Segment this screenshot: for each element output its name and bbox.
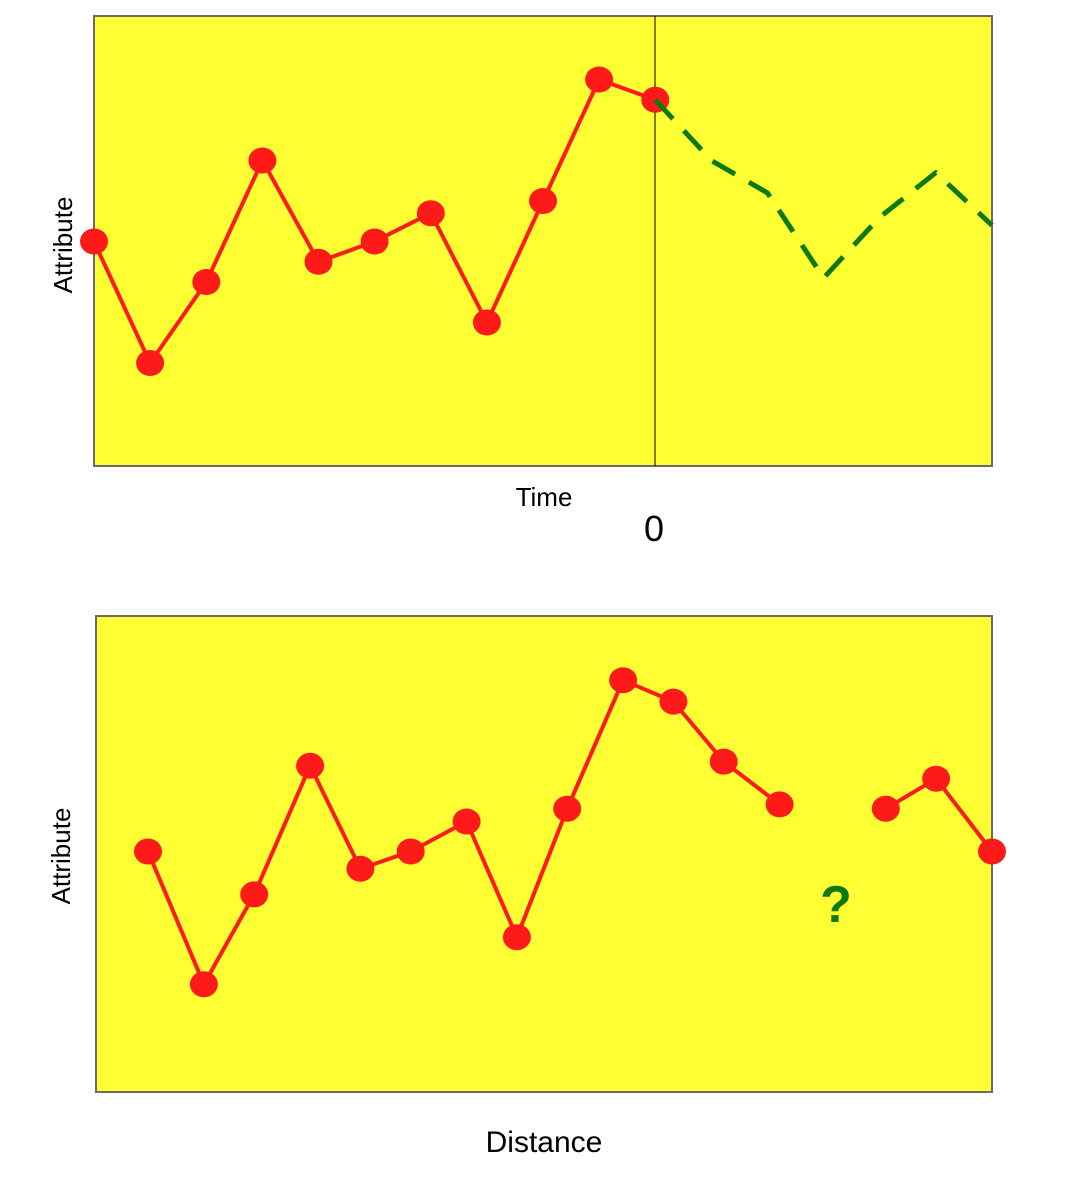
series-layer: ? (134, 667, 1006, 998)
y-axis-label: Attribute (46, 808, 76, 905)
series-layer (80, 66, 994, 376)
data-point (585, 66, 614, 93)
time-series-chart: Attribute Time 0 (48, 15, 994, 549)
data-point (416, 200, 445, 227)
y-axis-label: Attribute (48, 197, 78, 294)
data-point (659, 688, 688, 715)
data-point (765, 791, 794, 818)
x-axis-label: Distance (486, 1126, 603, 1159)
data-point (709, 748, 738, 775)
data-point (360, 228, 389, 255)
data-point (529, 188, 557, 214)
forecast-line (653, 98, 994, 281)
data-point (248, 147, 277, 174)
data-point (134, 838, 162, 865)
data-point (502, 924, 531, 951)
data-point (396, 838, 425, 865)
data-point (609, 667, 638, 694)
x-axis-label: Time (516, 482, 573, 512)
data-point (472, 309, 501, 336)
data-point (240, 881, 269, 908)
plot-area (93, 15, 993, 467)
data-point (922, 765, 951, 792)
data-point (136, 350, 165, 376)
data-point (871, 795, 900, 822)
data-point (304, 248, 333, 275)
data-point (452, 808, 481, 835)
data-point (346, 855, 375, 882)
plot-area (95, 615, 993, 1093)
data-point (189, 971, 218, 998)
data-point (192, 269, 221, 295)
data-point (553, 795, 582, 822)
data-point (296, 752, 325, 779)
gap-question-mark: ? (820, 876, 852, 934)
distance-series-chart: ? Attribute Distance (46, 615, 1006, 1159)
time-zero-label: 0 (644, 508, 664, 549)
data-point (978, 838, 1006, 865)
data-point (80, 228, 108, 255)
